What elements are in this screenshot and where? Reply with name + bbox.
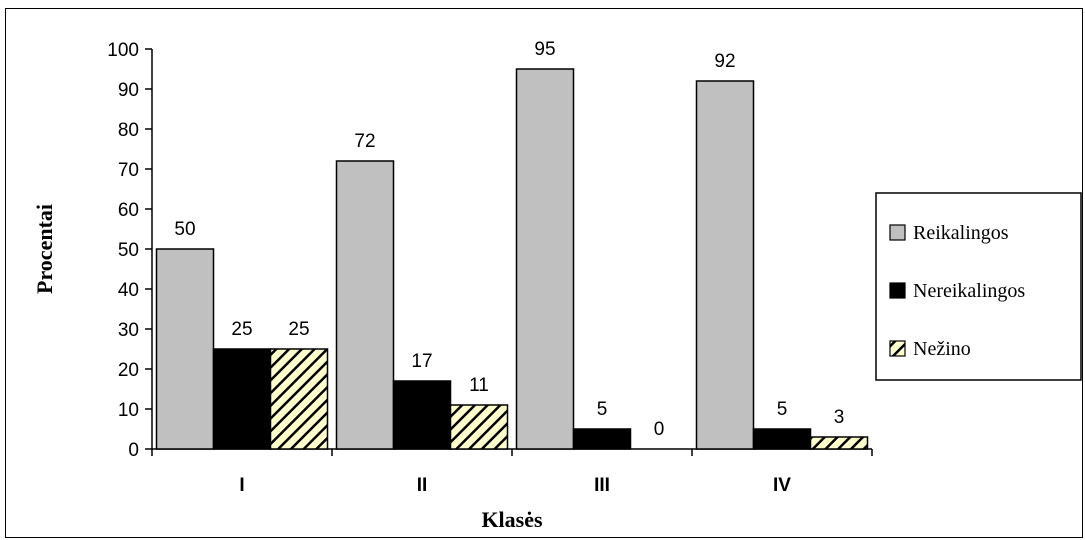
data-label: 92: [714, 51, 735, 72]
data-label: 50: [174, 219, 195, 240]
y-tick-label: 40: [118, 280, 139, 301]
bar: [392, 380, 452, 450]
bar: [212, 348, 272, 450]
data-label: 5: [777, 399, 788, 420]
bar: [449, 404, 509, 450]
legend-label: Nežino: [913, 338, 971, 360]
bar: [155, 248, 215, 450]
y-tick-label: 30: [118, 320, 139, 341]
data-label: 0: [654, 419, 665, 440]
legend-swatch: [889, 340, 906, 357]
legend-box: [875, 192, 1082, 381]
bar: [809, 436, 869, 450]
x-tick-label: III: [594, 475, 610, 496]
legend-swatch: [889, 224, 906, 241]
y-tick-label: 80: [118, 120, 139, 141]
x-tick-label: II: [417, 475, 428, 496]
legend-swatch: [889, 282, 906, 299]
data-label: 3: [834, 407, 845, 428]
data-label: 25: [288, 319, 309, 340]
bar: [515, 68, 575, 450]
y-tick-label: 50: [118, 240, 139, 261]
y-axis-title: Procentai: [32, 204, 57, 294]
legend-label: Nereikalingos: [913, 280, 1025, 302]
legend-label: Reikalingos: [913, 222, 1009, 244]
x-tick-label: IV: [773, 475, 791, 496]
y-tick-label: 10: [118, 400, 139, 421]
bar: [572, 428, 632, 450]
legend: Reikalingos Nereikalingos Nežino: [875, 192, 1082, 381]
data-label: 95: [534, 39, 555, 60]
bar: [269, 348, 329, 450]
y-tick-label: 70: [118, 160, 139, 181]
data-label: 72: [354, 131, 375, 152]
y-tick-label: 90: [118, 80, 139, 101]
data-label: 11: [469, 375, 489, 396]
data-label: 25: [231, 319, 252, 340]
y-tick-label: 100: [107, 40, 139, 61]
data-label: 17: [411, 351, 432, 372]
bar: [335, 160, 395, 450]
y-tick-label: 20: [118, 360, 139, 381]
y-tick-label: 0: [128, 440, 139, 461]
x-tick-label: I: [239, 475, 244, 496]
data-label: 5: [597, 399, 608, 420]
bar: [695, 80, 755, 450]
bar: [752, 428, 812, 450]
y-tick-label: 60: [118, 200, 139, 221]
bars: [155, 68, 869, 450]
x-axis-title: Klasės: [481, 507, 543, 532]
